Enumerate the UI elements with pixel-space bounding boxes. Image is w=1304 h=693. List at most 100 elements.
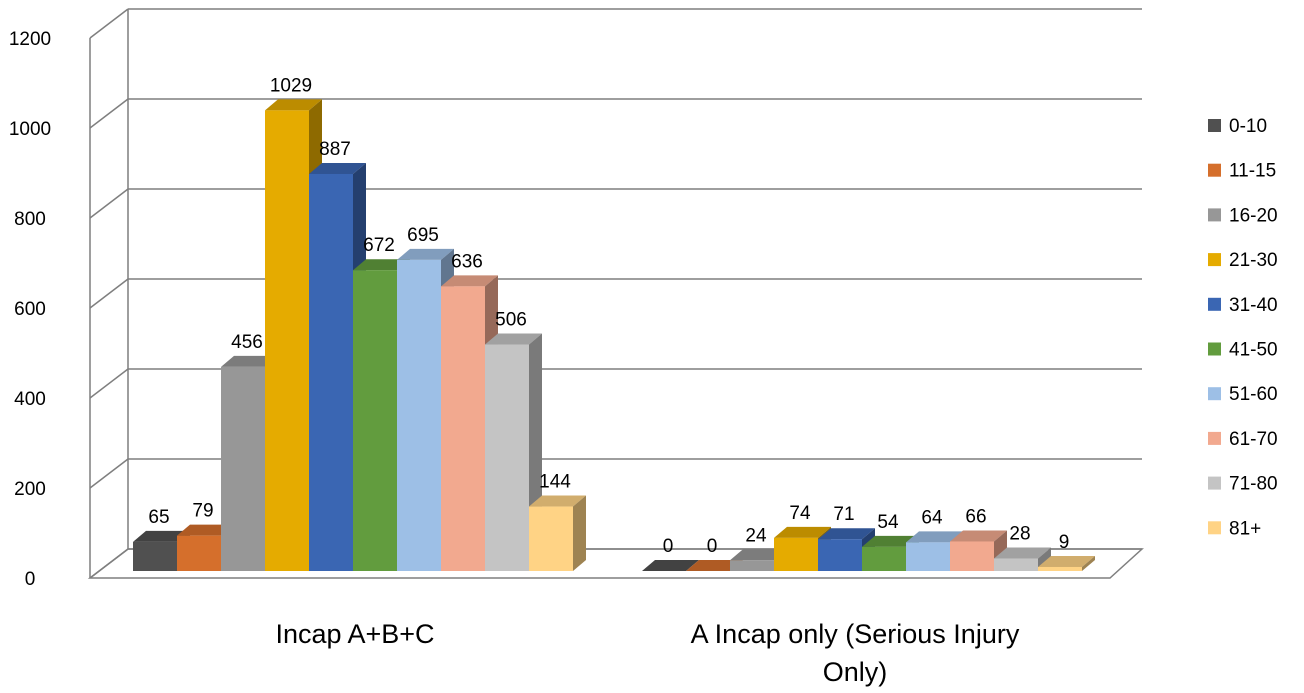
bar-top: [730, 549, 787, 561]
y-tick-label: 600: [14, 299, 46, 320]
gridline-side: [89, 8, 129, 39]
bar-top: [686, 560, 743, 571]
data-label: 672: [363, 235, 395, 256]
data-label: 28: [1009, 523, 1030, 544]
legend-item: 81+: [1208, 518, 1261, 539]
bar-top: [906, 531, 963, 543]
data-label: 887: [319, 139, 351, 160]
gridline-side: [89, 368, 129, 399]
bar-front: [309, 173, 353, 571]
bar: [950, 530, 1007, 571]
bar-top: [950, 530, 1007, 542]
category-label: Incap A+B+C: [275, 619, 434, 649]
bar-front: [1038, 566, 1082, 571]
bar: [529, 495, 586, 571]
bar-top: [309, 162, 366, 174]
y-tick-label: 800: [14, 209, 46, 230]
bar-front: [774, 537, 818, 571]
bar-top: [774, 526, 831, 538]
bar-front: [441, 286, 485, 571]
legend-item: 51-60: [1208, 384, 1278, 405]
bar-top: [529, 495, 586, 507]
data-labels: 65 79 456 1029 887 672 695 636 506 144 0 0 24 74 71 54 6…: [148, 75, 1069, 557]
bar-front: [818, 539, 862, 571]
data-label: 64: [921, 507, 943, 528]
legend-swatch: [1208, 253, 1221, 267]
floor: [87, 548, 1144, 579]
data-label: 65: [148, 507, 169, 528]
bar-front: [529, 506, 573, 571]
legend-swatch: [1208, 297, 1221, 311]
bar-top: [353, 259, 410, 271]
data-label: 1029: [270, 75, 312, 96]
data-label: 9: [1059, 532, 1070, 553]
data-label: 456: [231, 332, 263, 353]
legend-item: 41-50: [1208, 340, 1278, 361]
data-label: 695: [407, 225, 439, 246]
bar: [1038, 555, 1095, 571]
legend-label: 81+: [1229, 518, 1261, 539]
data-label: 636: [451, 251, 483, 272]
legend-swatch: [1208, 476, 1221, 490]
data-label: 144: [539, 472, 571, 493]
bar-top: [265, 99, 322, 111]
data-label: 24: [745, 525, 767, 546]
y-tick-label: 0: [25, 569, 36, 590]
data-label: 66: [965, 506, 986, 527]
legend-item: 61-70: [1208, 429, 1278, 450]
legend: 0-10 11-15 16-20 21-30 31-40 41-50 51-60 61-70 7…: [1208, 116, 1278, 539]
bar-top: [485, 333, 542, 345]
data-label: 506: [495, 310, 527, 331]
y-tick-label: 1000: [9, 119, 51, 140]
data-label: 54: [877, 512, 899, 533]
bar-front: [133, 541, 177, 571]
bar-side: [573, 495, 586, 571]
gridline-side: [89, 188, 129, 219]
legend-label: 16-20: [1229, 205, 1278, 226]
legend-item: 0-10: [1208, 116, 1267, 137]
legend-item: 16-20: [1208, 205, 1278, 226]
legend-label: 61-70: [1229, 429, 1278, 450]
legend-swatch: [1208, 387, 1221, 401]
legend-label: 31-40: [1229, 295, 1278, 316]
bar-top: [994, 547, 1051, 559]
data-label: 71: [833, 504, 854, 525]
data-label: 79: [192, 501, 213, 522]
bar-side: [1082, 555, 1095, 571]
bar-front: [950, 541, 994, 571]
bars: [133, 99, 1095, 571]
gridline-side: [89, 278, 129, 309]
legend-swatch: [1208, 521, 1221, 535]
legend-label: 0-10: [1229, 116, 1267, 137]
legend-item: 21-30: [1208, 250, 1278, 271]
legend-label: 71-80: [1229, 474, 1278, 495]
bar-front: [353, 270, 397, 571]
bar-front: [485, 344, 529, 571]
bar-front: [265, 110, 309, 571]
bar-top: [862, 535, 919, 547]
gridline-side: [89, 98, 129, 129]
bar-front: [177, 535, 221, 571]
bar: [686, 560, 743, 571]
y-tick-label: 200: [14, 479, 46, 500]
x-axis-categories: Incap A+B+C A Incap only (Serious Injury O…: [275, 619, 1019, 687]
bar-top: [221, 355, 278, 367]
bar-front: [397, 259, 441, 571]
legend-label: 11-15: [1229, 161, 1276, 182]
gridline-side: [89, 458, 129, 489]
bar-front: [862, 546, 906, 571]
data-label: 0: [707, 536, 718, 557]
legend-swatch: [1208, 208, 1221, 222]
bar-top: [441, 275, 498, 287]
legend-item: 11-15: [1208, 161, 1276, 182]
y-tick-label: 1200: [9, 29, 51, 50]
legend-swatch: [1208, 163, 1221, 177]
bar-top: [1038, 555, 1095, 567]
bar-top: [642, 560, 699, 571]
legend-item: 71-80: [1208, 474, 1278, 495]
data-label: 0: [663, 536, 674, 557]
y-axis: 0 200 400 600 800 1000 1200: [9, 29, 51, 590]
category-label: Only): [823, 657, 888, 687]
bar-front: [221, 366, 265, 571]
